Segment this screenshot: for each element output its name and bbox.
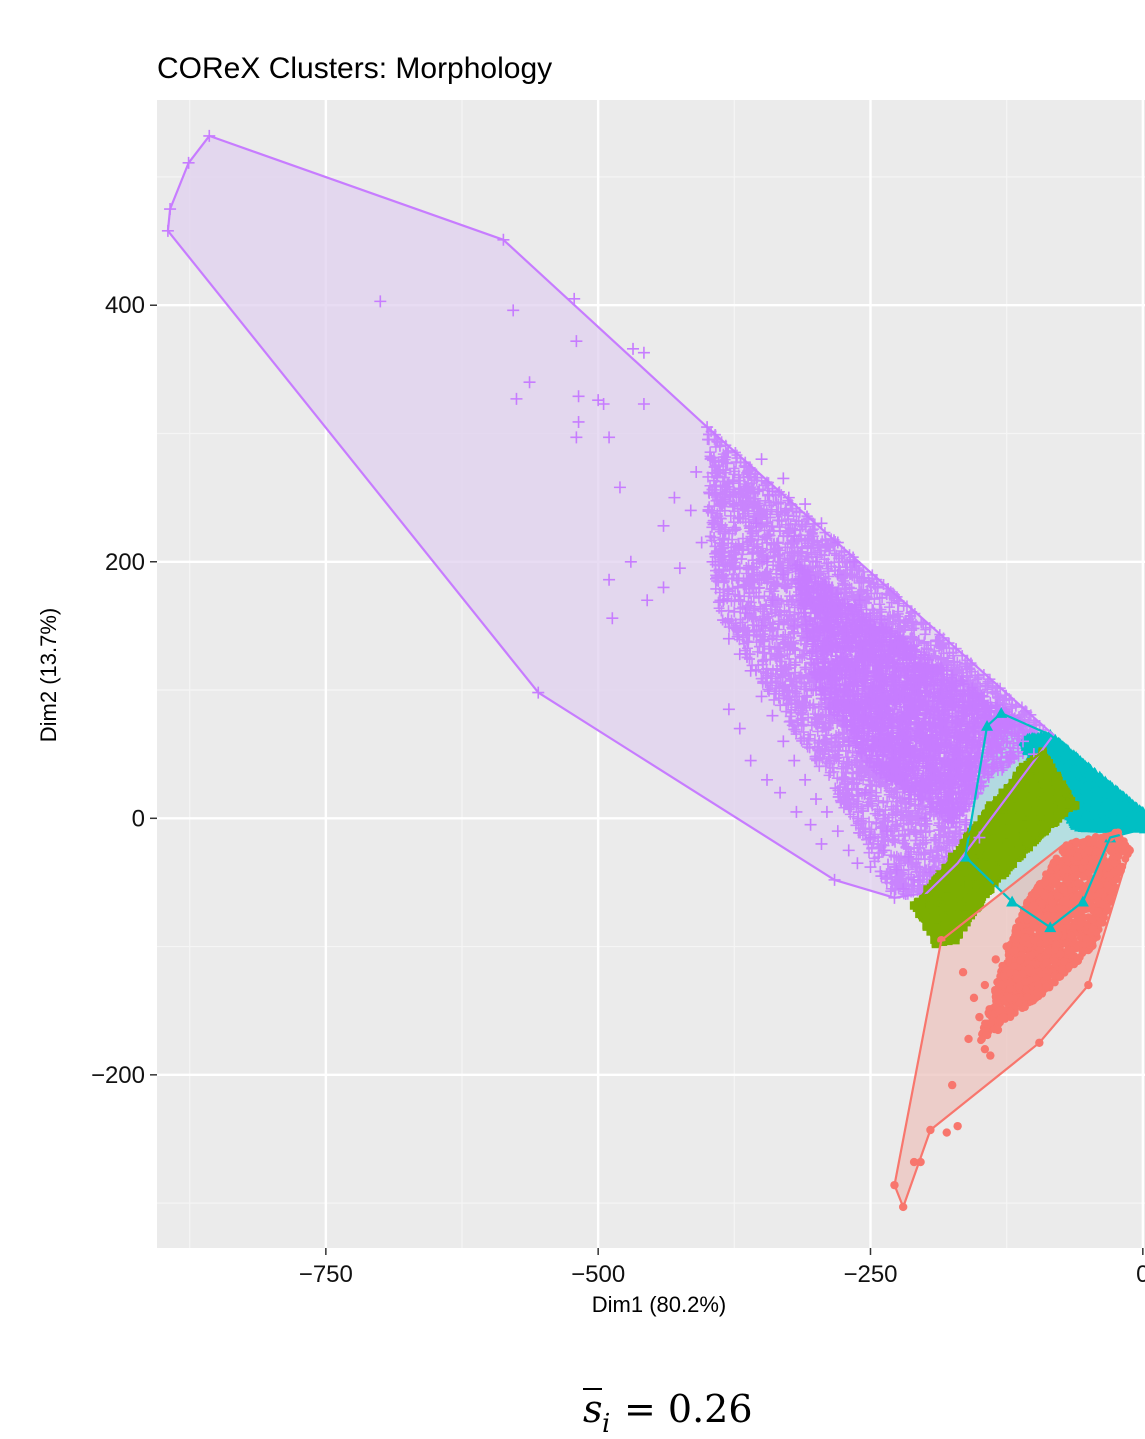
- chart-title: COReX Clusters: Morphology: [157, 52, 552, 85]
- purple-density-point: [883, 601, 895, 613]
- purple-density-point: [771, 506, 783, 518]
- cluster-point-density: [702, 426, 1145, 1045]
- purple-density-point: [794, 651, 806, 663]
- purple-density-point: [874, 598, 886, 610]
- purple-density-point: [928, 645, 940, 657]
- purple-density-point: [753, 592, 765, 604]
- purple-density-point: [772, 498, 784, 510]
- purple-density-point: [877, 797, 889, 809]
- purple-density-point: [850, 784, 862, 796]
- purple-density-point: [812, 725, 824, 737]
- purple-density-point: [885, 849, 897, 861]
